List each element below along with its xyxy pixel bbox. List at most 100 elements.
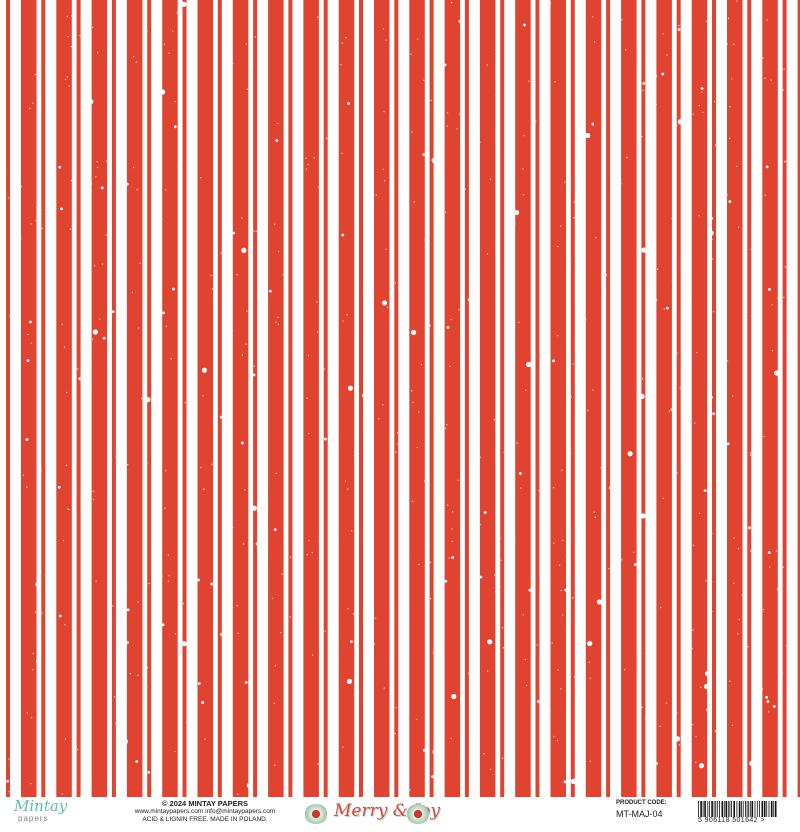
barcode-bar — [725, 801, 728, 817]
snow-speck — [265, 423, 267, 425]
snow-speck — [0, 391, 1, 393]
wide-stripe — [56, 0, 72, 797]
barcode-bar — [721, 801, 724, 817]
snow-speck — [295, 367, 297, 369]
snow-speck — [184, 401, 186, 404]
thin-stripe — [782, 0, 787, 797]
snow-speck — [197, 682, 201, 685]
snow-speck — [654, 197, 657, 199]
snow-speck — [570, 451, 572, 454]
snow-speck — [251, 29, 254, 31]
snow-speck — [743, 2, 746, 4]
snow-speck — [443, 63, 447, 67]
barcode-bar — [751, 801, 754, 817]
snow-speck — [321, 393, 324, 396]
snow-speck — [65, 464, 68, 467]
snow-speck — [98, 318, 101, 320]
snow-speck — [57, 485, 61, 489]
snow-speck — [231, 334, 234, 337]
snow-speck — [41, 612, 43, 614]
snow-speck — [200, 467, 202, 469]
snow-speck — [91, 338, 94, 341]
snow-speck — [132, 166, 135, 169]
snow-speck — [695, 351, 698, 354]
snow-speck — [94, 175, 97, 178]
snow-speck — [578, 435, 580, 437]
snow-speck — [32, 652, 34, 655]
snow-speck — [14, 444, 17, 446]
snow-speck — [372, 0, 374, 2]
snow-speck — [352, 613, 355, 615]
thin-stripe — [712, 0, 716, 797]
snow-speck — [182, 602, 184, 605]
snow-speck — [275, 472, 277, 475]
snow-speck — [451, 540, 453, 543]
snow-speck — [71, 15, 73, 17]
snow-speck — [711, 532, 713, 535]
snow-speck — [210, 582, 213, 586]
contacts: www.mintaypapers.com info@mintaypapers.c… — [134, 808, 276, 815]
snow-speck — [53, 669, 56, 672]
logo-subtext: papers — [18, 814, 49, 823]
snow-speck — [90, 183, 93, 185]
snow-speck — [639, 393, 645, 400]
snow-speck — [743, 795, 745, 797]
snow-speck — [14, 101, 16, 103]
snow-speck — [122, 443, 124, 446]
thin-stripe — [606, 0, 611, 797]
snow-speck — [100, 186, 104, 190]
snow-speck — [135, 61, 138, 63]
snow-speck — [174, 633, 177, 635]
wide-stripe — [197, 0, 213, 797]
snow-speck — [123, 120, 125, 122]
snow-speck — [123, 41, 125, 44]
snow-speck — [563, 780, 567, 784]
snow-speck — [554, 81, 556, 83]
snow-speck — [29, 320, 32, 324]
snow-speck — [536, 644, 538, 646]
snow-speck — [311, 551, 314, 554]
snow-speck — [486, 64, 489, 66]
snow-speck — [450, 737, 453, 740]
snow-speck — [525, 361, 532, 368]
snow-speck — [545, 371, 549, 375]
snow-speck — [587, 409, 589, 411]
snow-speck — [676, 352, 678, 354]
snow-speck — [711, 610, 713, 613]
snow-speck — [390, 0, 393, 4]
snow-speck — [532, 175, 534, 178]
snow-speck — [246, 782, 252, 789]
wide-stripe — [268, 0, 284, 797]
snow-speck — [522, 168, 524, 170]
snow-speck — [530, 52, 533, 54]
snow-speck — [703, 683, 710, 690]
snow-speck — [237, 793, 239, 795]
snow-speck — [122, 738, 129, 745]
snow-speck — [723, 599, 725, 601]
snow-speck — [382, 168, 385, 171]
snow-speck — [246, 88, 248, 90]
snow-speck — [144, 741, 146, 743]
snow-speck — [685, 532, 687, 534]
snow-speck — [213, 145, 216, 149]
snow-speck — [246, 310, 248, 312]
snow-speck — [125, 182, 129, 186]
snow-speck — [588, 661, 591, 664]
snow-speck — [692, 544, 695, 547]
snow-speck — [645, 786, 648, 789]
wide-stripe — [727, 0, 743, 797]
snow-speck — [200, 177, 202, 179]
snow-speck — [306, 397, 308, 399]
snow-speck — [38, 691, 40, 694]
snow-speck — [761, 688, 764, 691]
snow-speck — [685, 565, 687, 567]
snow-speck — [135, 760, 139, 763]
snow-speck — [592, 389, 594, 391]
snow-speck — [91, 26, 94, 29]
snow-speck — [385, 39, 387, 41]
snow-speck — [436, 321, 439, 323]
snow-speck — [398, 445, 400, 447]
snow-speck — [97, 166, 99, 169]
snow-speck — [107, 92, 110, 94]
snow-speck — [489, 178, 492, 180]
